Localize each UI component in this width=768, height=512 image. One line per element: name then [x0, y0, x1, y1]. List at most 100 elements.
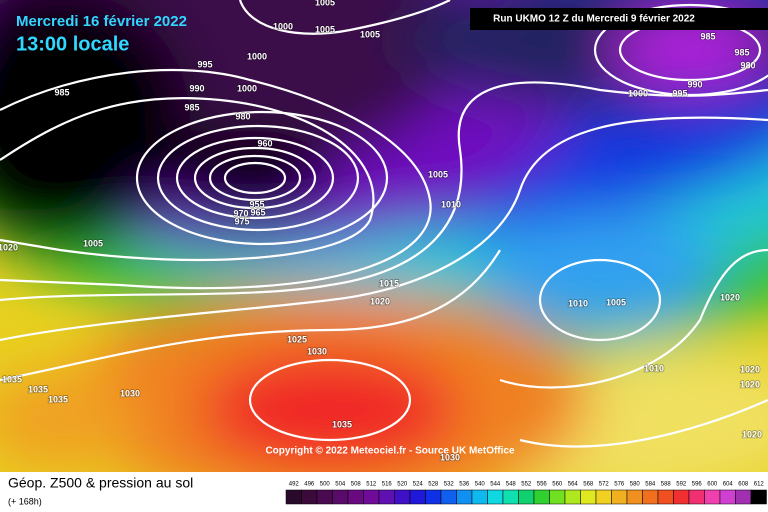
isobar-label: 1035 [2, 374, 22, 384]
isobar-label: 960 [257, 138, 272, 148]
isobar-label: 1010 [568, 298, 588, 308]
colorbar: 492 496 500 504 508 512 516 520 524 528 532 536 540 5… [285, 482, 767, 505]
isobar-label: 1030 [307, 346, 327, 356]
colorbar-swatch [704, 489, 721, 505]
forecast-date: Mercredi 16 février 2022 [16, 13, 187, 30]
colorbar-label: 532 [444, 482, 455, 488]
colorbar-label: 600 [707, 482, 718, 488]
isobar-label: 965 [250, 207, 265, 217]
colorbar-swatch [595, 489, 612, 505]
isobar-label: 1030 [120, 388, 140, 398]
footer-lead: (+ 168h) [8, 496, 42, 506]
colorbar-swatch [471, 489, 488, 505]
colorbar-swatch [580, 489, 597, 505]
isobar-label: 1020 [740, 364, 760, 374]
colorbar-label: 492 [289, 482, 300, 488]
colorbar-label: 536 [459, 482, 470, 488]
isobar-label: 990 [189, 83, 204, 93]
isobar-label: 1020 [370, 296, 390, 306]
isobar-label: 1005 [315, 0, 335, 7]
isobar-label: 1020 [742, 429, 762, 439]
colorbar-label: 588 [661, 482, 672, 488]
isobar-label: 1035 [332, 419, 352, 429]
colorbar-label: 584 [645, 482, 656, 488]
colorbar-label: 612 [754, 482, 765, 488]
isobar-label: 995 [197, 59, 212, 69]
isobar-label: 995 [672, 88, 687, 98]
colorbar-swatch [611, 489, 628, 505]
isobars [0, 0, 768, 448]
isobar-label: 1010 [644, 363, 664, 373]
isobar-label: 1000 [273, 21, 293, 31]
isobar-label: 1020 [0, 242, 18, 252]
colorbar-swatch [394, 489, 411, 505]
isobar-label: 1035 [28, 384, 48, 394]
colorbar-swatch [549, 489, 566, 505]
colorbar-label: 528 [428, 482, 439, 488]
colorbar-swatch [626, 489, 643, 505]
colorbar-label: 580 [630, 482, 641, 488]
colorbar-swatch [688, 489, 705, 505]
colorbar-swatch [285, 489, 302, 505]
isobar-label: 970 [233, 208, 248, 218]
colorbar-swatch [332, 489, 349, 505]
isobar-label: 985 [700, 31, 715, 41]
colorbar-swatch [440, 489, 457, 505]
colorbar-label: 500 [320, 482, 331, 488]
isobar-label: 980 [235, 111, 250, 121]
copyright: Copyright © 2022 Meteociel.fr - Source U… [265, 446, 515, 457]
colorbar-label: 548 [506, 482, 517, 488]
colorbar-swatch [533, 489, 550, 505]
isobar-label: 1000 [247, 51, 267, 61]
colorbar-swatch [363, 489, 380, 505]
colorbar-swatch [673, 489, 690, 505]
colorbar-label: 512 [366, 482, 377, 488]
colorbar-label: 604 [723, 482, 734, 488]
isobar-label: 1005 [428, 169, 448, 179]
colorbar-label: 544 [490, 482, 501, 488]
colorbar-swatch [750, 489, 767, 505]
colorbar-swatch [487, 489, 504, 505]
isobar-label: 1000 [628, 88, 648, 98]
isobar-label: 980 [740, 60, 755, 70]
colorbar-label: 540 [475, 482, 486, 488]
colorbar-swatch [378, 489, 395, 505]
isobar-label: 1000 [237, 83, 257, 93]
footer-title: Géop. Z500 & pression au sol [8, 475, 193, 491]
colorbar-label: 596 [692, 482, 703, 488]
isobar-label: 1005 [83, 238, 103, 248]
colorbar-label: 524 [413, 482, 424, 488]
colorbar-label: 496 [304, 482, 315, 488]
isobar-label: 985 [734, 47, 749, 57]
isobar-label: 990 [687, 79, 702, 89]
isobar-label: 1025 [287, 334, 307, 344]
isobar-label: 1010 [441, 199, 461, 209]
colorbar-label: 552 [521, 482, 532, 488]
colorbar-swatch [657, 489, 674, 505]
colorbar-label: 568 [583, 482, 594, 488]
colorbar-label: 564 [568, 482, 579, 488]
colorbar-swatch [456, 489, 473, 505]
colorbar-label: 508 [351, 482, 362, 488]
isobar-label: 955 [249, 199, 264, 209]
colorbar-label: 516 [382, 482, 393, 488]
colorbar-label: 504 [335, 482, 346, 488]
colorbar-label: 576 [614, 482, 625, 488]
colorbar-label: 592 [676, 482, 687, 488]
run-box [470, 8, 768, 30]
colorbar-swatch [316, 489, 333, 505]
colorbar-label: 608 [738, 482, 749, 488]
colorbar-swatch [347, 489, 364, 505]
isobar-label: 1020 [740, 379, 760, 389]
colorbar-label: 520 [397, 482, 408, 488]
colorbar-swatch [425, 489, 442, 505]
colorbar-swatch [502, 489, 519, 505]
isobar-label: 985 [184, 102, 199, 112]
colorbar-swatch [642, 489, 659, 505]
colorbar-swatch [518, 489, 535, 505]
isobar-label: 975 [234, 216, 249, 226]
colorbar-label: 572 [599, 482, 610, 488]
